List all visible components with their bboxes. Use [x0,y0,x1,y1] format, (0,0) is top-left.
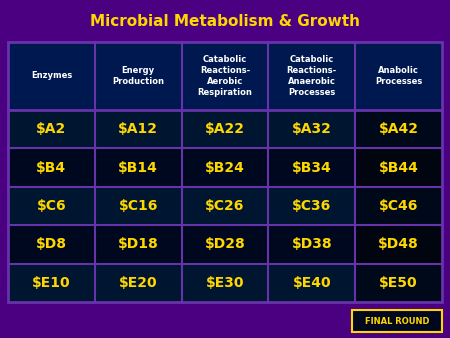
Bar [95,225,182,264]
Bar [182,187,268,225]
Bar [95,187,182,225]
Bar [268,110,355,148]
Bar [8,42,442,110]
Text: $C36: $C36 [292,199,331,213]
Bar [268,264,355,302]
Text: $E50: $E50 [379,276,418,290]
Text: $E30: $E30 [206,276,244,290]
Text: $D28: $D28 [205,237,245,251]
Bar [355,148,442,187]
Text: $A22: $A22 [205,122,245,136]
Bar [268,187,355,225]
Bar [355,187,442,225]
Text: $C46: $C46 [379,199,418,213]
Bar [8,264,95,302]
Text: $B14: $B14 [118,161,158,175]
Text: $C16: $C16 [118,199,158,213]
Bar [8,187,95,225]
Text: FINAL ROUND: FINAL ROUND [365,316,429,325]
Bar [352,310,442,332]
Text: Anabolic
Processes: Anabolic Processes [375,66,422,86]
Text: $A32: $A32 [292,122,332,136]
Text: $C6: $C6 [36,199,66,213]
Text: $D18: $D18 [118,237,158,251]
Text: $B4: $B4 [36,161,67,175]
Bar [8,148,95,187]
Text: $B44: $B44 [378,161,418,175]
Bar [95,148,182,187]
Text: Energy
Production: Energy Production [112,66,164,86]
Text: $A42: $A42 [378,122,418,136]
Text: $D8: $D8 [36,237,67,251]
Text: Catabolic
Reactions-
Aerobic
Respiration: Catabolic Reactions- Aerobic Respiration [198,55,252,97]
Bar [8,42,442,302]
Text: $C26: $C26 [205,199,245,213]
Text: $B24: $B24 [205,161,245,175]
Text: $E10: $E10 [32,276,71,290]
Bar [95,110,182,148]
Bar [0,0,450,42]
Text: $D38: $D38 [292,237,332,251]
Text: $E20: $E20 [119,276,158,290]
Bar [182,110,268,148]
Bar [8,225,95,264]
Bar [355,110,442,148]
Text: $A12: $A12 [118,122,158,136]
Text: $B34: $B34 [292,161,332,175]
Bar [182,148,268,187]
Text: Microbial Metabolism & Growth: Microbial Metabolism & Growth [90,14,360,28]
Bar [355,225,442,264]
Bar [95,264,182,302]
Bar [268,148,355,187]
Bar [355,264,442,302]
Text: $D48: $D48 [378,237,419,251]
Text: Catabolic
Reactions-
Anaerobic
Processes: Catabolic Reactions- Anaerobic Processes [287,55,337,97]
Bar [182,264,268,302]
Bar [268,225,355,264]
Bar [8,110,95,148]
Text: $A2: $A2 [36,122,67,136]
Text: $E40: $E40 [292,276,331,290]
Text: Enzymes: Enzymes [31,72,72,80]
Bar [182,225,268,264]
